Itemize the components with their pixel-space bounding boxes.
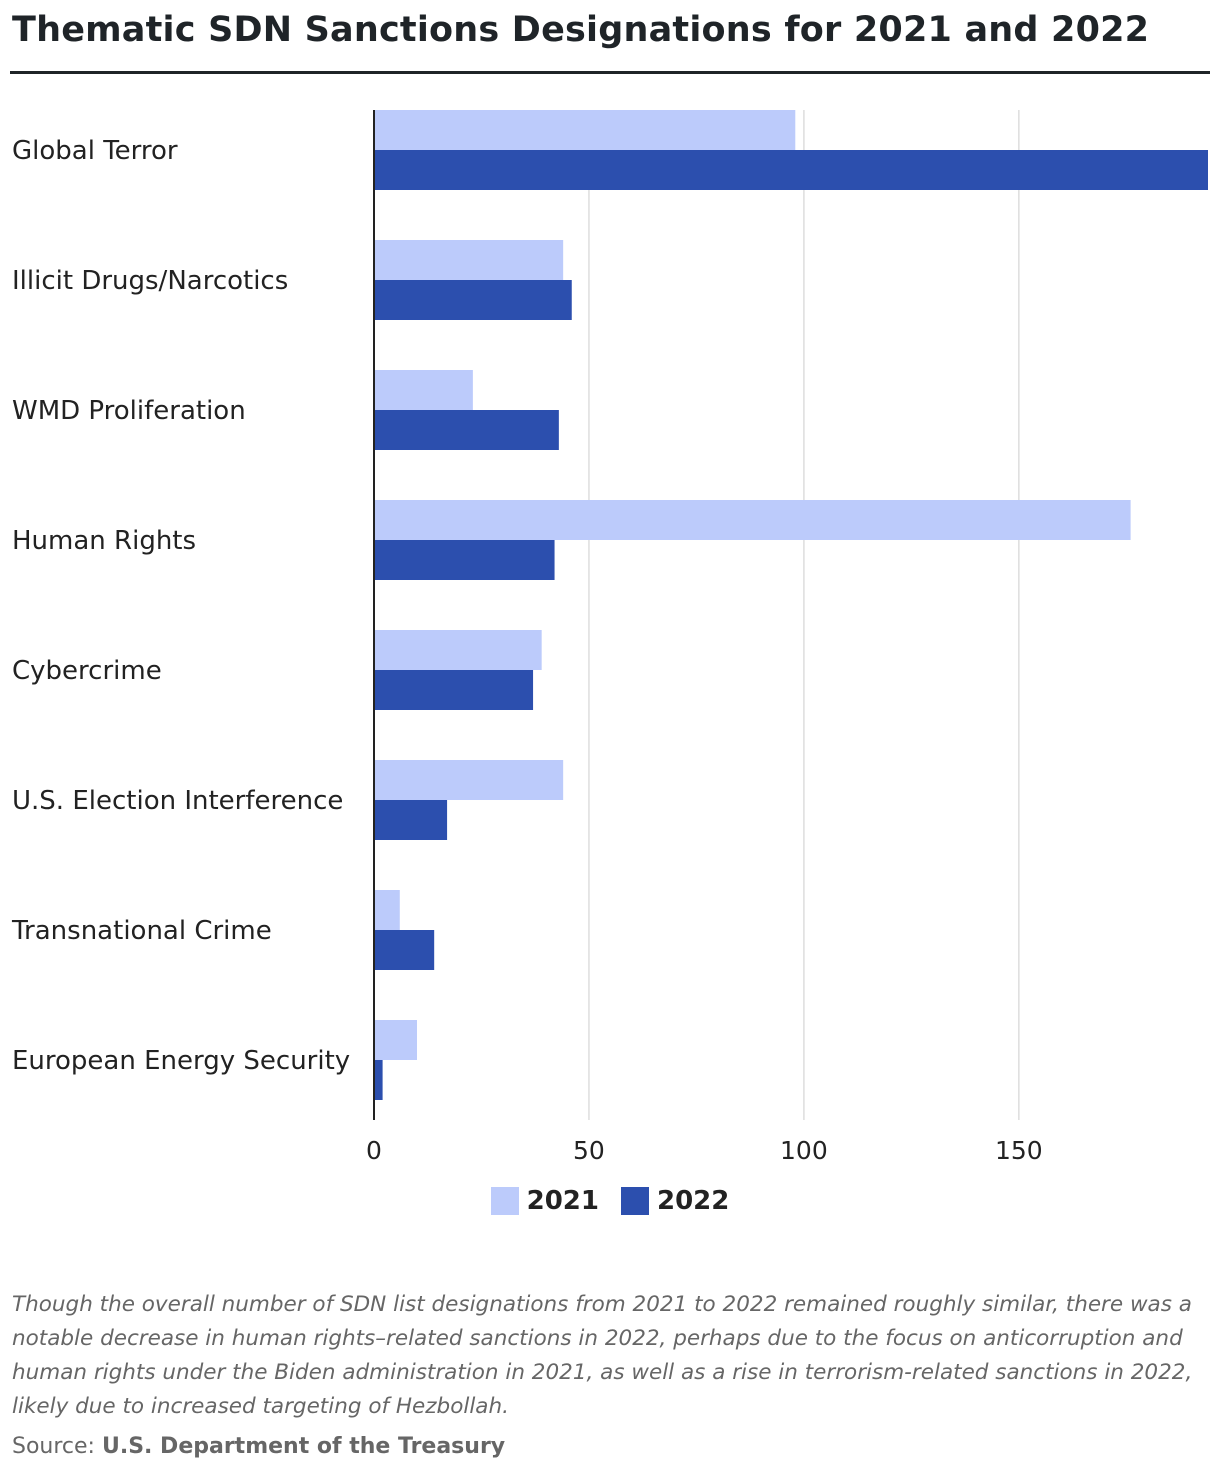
bar-2021-6 xyxy=(374,760,564,800)
legend-label-2022: 2022 xyxy=(657,1186,730,1216)
category-label-5: Cybercrime xyxy=(12,656,162,686)
source-line: Source: U.S. Department of the Treasury xyxy=(12,1434,505,1459)
x-tick-label-150: 150 xyxy=(995,1136,1043,1165)
legend: 2021 2022 xyxy=(0,1186,1220,1216)
bar-chart: Global Terror Illicit Drugs/Narcotics WMD … xyxy=(11,110,1208,1165)
x-tick-label-0: 0 xyxy=(366,1136,382,1165)
bar-2021-4 xyxy=(374,500,1131,540)
source-prefix: Source: xyxy=(12,1434,102,1459)
bar-2022-7 xyxy=(374,930,435,970)
bar-2022-4 xyxy=(374,540,555,580)
bar-2021-8 xyxy=(374,1020,417,1060)
category-label-1: Global Terror xyxy=(12,136,178,166)
category-label-8: European Energy Security xyxy=(12,1046,350,1076)
category-label-3: WMD Proliferation xyxy=(12,396,246,426)
bar-2022-1 xyxy=(374,150,1208,190)
bar-2021-1 xyxy=(374,110,796,150)
bar-2022-2 xyxy=(374,280,572,320)
legend-item-2021[interactable]: 2021 xyxy=(490,1186,599,1216)
bar-2021-7 xyxy=(374,890,400,930)
category-label-7: Transnational Crime xyxy=(11,916,272,946)
category-label-2: Illicit Drugs/Narcotics xyxy=(12,266,288,296)
bar-2022-5 xyxy=(374,670,534,710)
x-tick-label-100: 100 xyxy=(780,1136,828,1165)
chart-title: Thematic SDN Sanctions Designations for … xyxy=(12,10,1150,50)
bar-2021-5 xyxy=(374,630,542,670)
bar-2022-8 xyxy=(374,1060,383,1100)
bar-2022-6 xyxy=(374,800,448,840)
x-tick-label-50: 50 xyxy=(573,1136,605,1165)
title-divider xyxy=(10,71,1210,74)
legend-swatch-2021 xyxy=(490,1187,519,1215)
source-link[interactable]: U.S. Department of the Treasury xyxy=(101,1434,506,1459)
legend-item-2022[interactable]: 2022 xyxy=(621,1186,729,1216)
chart-caption: Though the overall number of SDN list de… xyxy=(12,1292,1193,1419)
bar-2021-3 xyxy=(374,370,473,410)
category-label-4: Human Rights xyxy=(12,526,196,556)
bar-2022-3 xyxy=(374,410,559,450)
legend-swatch-2022 xyxy=(621,1187,649,1215)
category-label-6: U.S. Election Interference xyxy=(12,786,343,816)
legend-label-2021: 2021 xyxy=(526,1186,599,1216)
bar-2021-2 xyxy=(374,240,564,280)
